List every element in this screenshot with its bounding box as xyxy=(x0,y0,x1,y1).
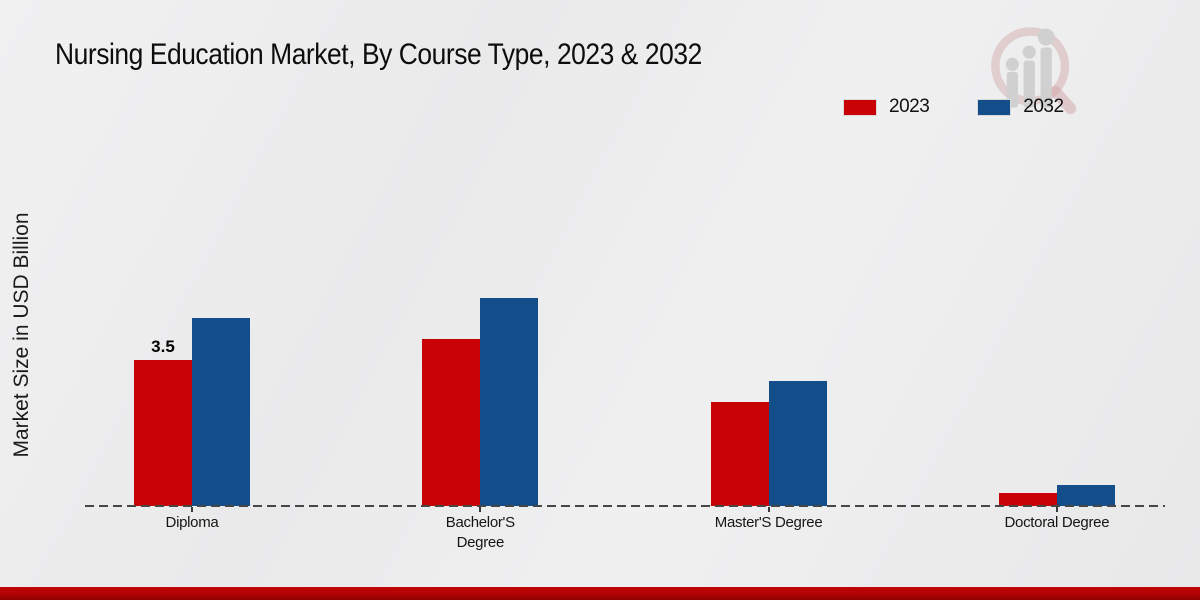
brand-accent-band xyxy=(0,587,1200,600)
legend-label-2032: 2032 xyxy=(1023,96,1064,117)
legend-swatch-2023-icon xyxy=(843,98,877,116)
x-category-label: Doctoral Degree xyxy=(1004,514,1110,531)
x-axis-baseline xyxy=(85,505,1165,507)
x-axis-tick xyxy=(191,507,193,512)
bar-2032-master-s-degree xyxy=(768,380,827,506)
x-category-label: Master'S Degree xyxy=(714,514,823,531)
bar-2032-doctoral-degree xyxy=(1056,485,1115,506)
x-axis-tick xyxy=(479,507,482,512)
bar-value-label: 3.5 xyxy=(151,337,175,357)
magnifier-growth-chart-logo xyxy=(991,27,1077,115)
legend: 2023 2032 xyxy=(843,96,1064,118)
bar-2032-diploma xyxy=(192,318,250,506)
x-axis-tick xyxy=(1055,507,1058,512)
bar-2023-master-s-degree xyxy=(710,401,769,506)
bar-2023-diploma xyxy=(134,360,192,506)
legend-item-2023: 2023 xyxy=(843,96,930,118)
chart-title: Nursing Education Market, By Course Type… xyxy=(55,38,702,71)
legend-swatch-2032-icon xyxy=(977,98,1012,116)
legend-label-2023: 2023 xyxy=(889,96,930,117)
x-category-label: Diploma xyxy=(165,514,219,531)
bar-2032-bachelor-s-degree xyxy=(480,297,539,506)
legend-item-2032: 2032 xyxy=(977,96,1064,118)
x-axis-tick xyxy=(767,507,770,512)
bar-2023-doctoral-degree xyxy=(998,493,1057,506)
x-category-label: Bachelor'S Degree xyxy=(445,514,515,551)
bar-2023-bachelor-s-degree xyxy=(422,339,481,506)
